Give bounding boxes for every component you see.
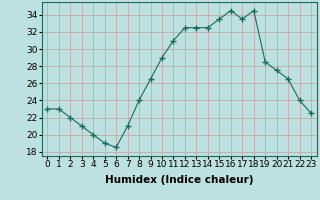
X-axis label: Humidex (Indice chaleur): Humidex (Indice chaleur) xyxy=(105,175,253,185)
